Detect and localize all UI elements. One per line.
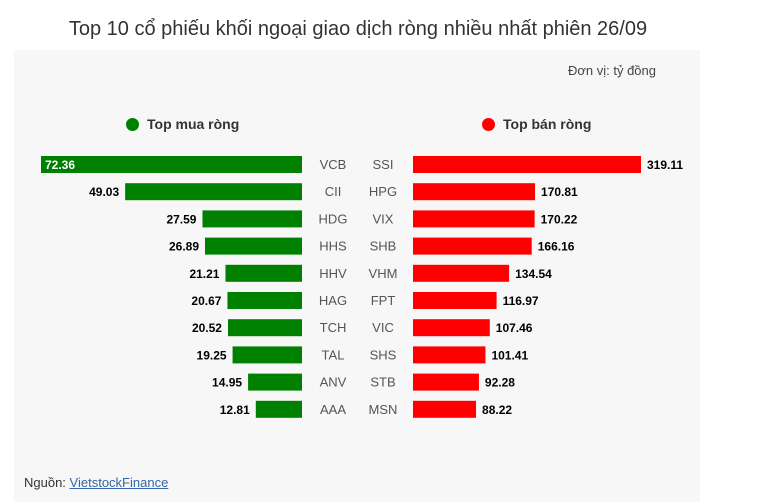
chart-title: Top 10 cổ phiếu khối ngoại giao dịch ròn… xyxy=(68,18,648,40)
buy-value-label: 19.25 xyxy=(197,348,227,362)
buy-value-label: 20.67 xyxy=(191,294,221,308)
buy-bar xyxy=(232,346,302,364)
buy-category-label: HAG xyxy=(319,293,347,308)
buy-value-label: 72.36 xyxy=(45,158,75,172)
buy-value-label: 49.03 xyxy=(89,185,119,199)
sell-value-label: 166.16 xyxy=(538,240,575,254)
sell-value-label: 101.41 xyxy=(491,348,528,362)
buy-bar xyxy=(202,210,302,228)
buy-bar xyxy=(227,319,302,337)
sell-category-label: FPT xyxy=(371,293,396,308)
buy-bar xyxy=(255,400,302,418)
legend-buy: Top mua ròng xyxy=(126,116,239,132)
sell-value-label: 107.46 xyxy=(496,321,533,335)
buy-value-label: 20.52 xyxy=(192,321,222,335)
sell-category-label: VIX xyxy=(373,211,394,226)
buy-value-label: 21.21 xyxy=(189,267,219,281)
sell-category-label: SHS xyxy=(370,347,397,362)
unit-label: Đơn vị: tỷ đồng xyxy=(567,63,656,78)
sell-value-label: 170.22 xyxy=(541,212,578,226)
buy-category-label: TCH xyxy=(320,320,347,335)
buy-bar xyxy=(248,373,302,391)
chart-panel: Đơn vị: tỷ đồng Top mua ròng Top bán ròn… xyxy=(14,50,700,502)
source-label: Nguồn: xyxy=(24,475,66,490)
sell-bar xyxy=(413,373,479,391)
sell-bar xyxy=(413,292,497,309)
buy-value-label: 12.81 xyxy=(220,403,250,417)
buy-category-label: VCB xyxy=(320,157,347,172)
buy-category-label: HHV xyxy=(319,266,347,281)
sell-category-label: MSN xyxy=(369,402,398,417)
sell-bar xyxy=(413,237,532,255)
buy-bar xyxy=(125,183,302,201)
buy-value-label: 26.89 xyxy=(169,240,199,254)
legend-sell-label: Top bán ròng xyxy=(503,116,592,132)
sell-category-label: STB xyxy=(370,375,395,390)
sell-category-label: SHB xyxy=(370,239,397,254)
buy-bar xyxy=(225,264,302,282)
sell-value-label: 88.22 xyxy=(482,403,512,417)
buy-category-label: ANV xyxy=(320,375,347,390)
buy-bar xyxy=(41,156,302,173)
legend-buy-label: Top mua ròng xyxy=(147,116,240,132)
sell-bar xyxy=(413,319,490,337)
buy-category-label: HDG xyxy=(319,211,348,226)
buy-category-label: HHS xyxy=(319,239,347,254)
sell-bar xyxy=(413,210,535,228)
sell-bar xyxy=(413,346,486,364)
sell-category-label: VIC xyxy=(372,320,394,335)
buy-category-label: AAA xyxy=(320,402,346,417)
buy-bar xyxy=(227,292,302,309)
buy-bar xyxy=(205,237,302,255)
buy-value-label: 27.59 xyxy=(166,212,196,226)
legend-sell: Top bán ròng xyxy=(482,116,591,132)
buy-category-label: TAL xyxy=(322,347,345,362)
sell-category-label: HPG xyxy=(369,184,397,199)
sell-bar xyxy=(413,156,641,173)
sell-category-label: SSI xyxy=(373,157,394,172)
sell-value-label: 116.97 xyxy=(503,294,539,308)
sell-bar xyxy=(413,264,510,282)
sell-category-label: VHM xyxy=(369,266,398,281)
buy-category-label: CII xyxy=(325,184,342,199)
source-line: Nguồn: VietstockFinance xyxy=(24,475,168,490)
sell-value-label: 319.11 xyxy=(647,158,683,172)
legend-sell-dot xyxy=(482,117,495,131)
sell-value-label: 134.54 xyxy=(515,267,552,281)
buy-value-label: 14.95 xyxy=(212,376,242,390)
sell-bar xyxy=(413,400,477,418)
sell-value-label: 170.81 xyxy=(541,185,578,199)
sell-value-label: 92.28 xyxy=(485,376,515,390)
legend-buy-dot xyxy=(126,117,139,131)
sell-bar xyxy=(413,183,536,201)
source-link[interactable]: VietstockFinance xyxy=(69,475,169,490)
